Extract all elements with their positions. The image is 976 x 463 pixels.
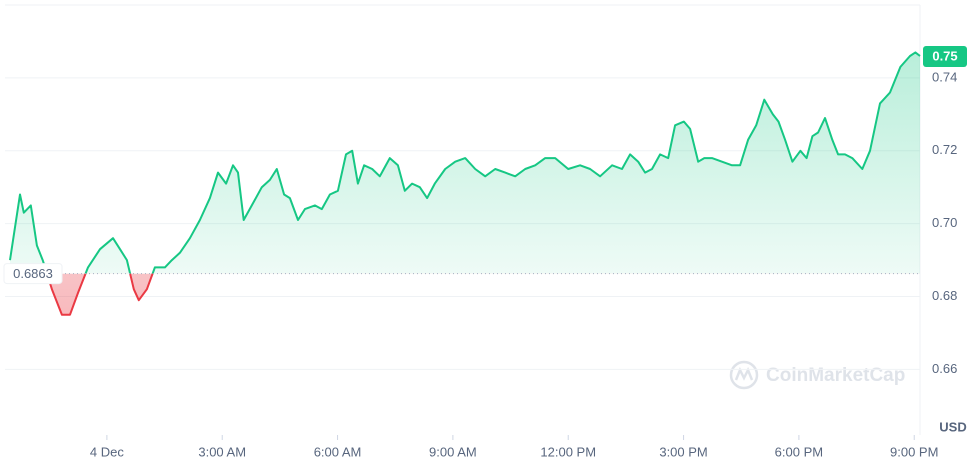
x-tick-label: 9:00 AM [429,444,477,459]
x-tick-label: 6:00 AM [314,444,362,459]
x-tick-label: 12:00 PM [540,444,596,459]
x-tick-label: 3:00 PM [659,444,707,459]
y-tick-label: 0.70 [932,215,957,230]
current-price-label: 0.75 [932,48,957,63]
watermark-text: CoinMarketCap [766,365,905,386]
y-unit: USD [939,419,966,434]
current-price-badge [923,46,967,68]
y-tick-label: 0.74 [932,69,957,84]
y-tick-label: 0.72 [932,142,957,157]
watermark: CoinMarketCap [729,360,905,390]
baseline-label-bg [3,263,63,285]
x-tick-label: 4 Dec [90,444,124,459]
price-line [9,51,921,274]
y-tick-label: 0.66 [932,361,957,376]
y-tick-label: 0.68 [932,288,957,303]
baseline-label: 0.6863 [13,266,53,281]
x-tick-label: 6:00 PM [775,444,823,459]
x-tick-label: 3:00 AM [198,444,246,459]
area-above [10,52,920,274]
x-tick-label: 9:00 PM [890,444,938,459]
